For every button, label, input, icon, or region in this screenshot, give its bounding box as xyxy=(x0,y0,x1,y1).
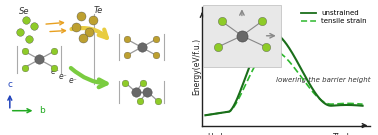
Text: e⁻: e⁻ xyxy=(51,67,59,76)
Text: e⁻: e⁻ xyxy=(68,76,77,85)
Legend: unstrained, tensile strain: unstrained, tensile strain xyxy=(298,7,370,27)
Y-axis label: Energy(eV/f.u.): Energy(eV/f.u.) xyxy=(192,38,201,95)
Text: b: b xyxy=(39,106,45,115)
Text: c: c xyxy=(7,80,12,89)
Text: Te: Te xyxy=(94,6,103,15)
Text: lowering the barrier height: lowering the barrier height xyxy=(276,77,370,83)
FancyBboxPatch shape xyxy=(203,5,280,67)
Text: T’-phase: T’-phase xyxy=(333,133,366,135)
Text: Se: Se xyxy=(19,6,30,16)
Text: e⁻: e⁻ xyxy=(59,72,67,81)
Text: H-phase: H-phase xyxy=(207,133,239,135)
